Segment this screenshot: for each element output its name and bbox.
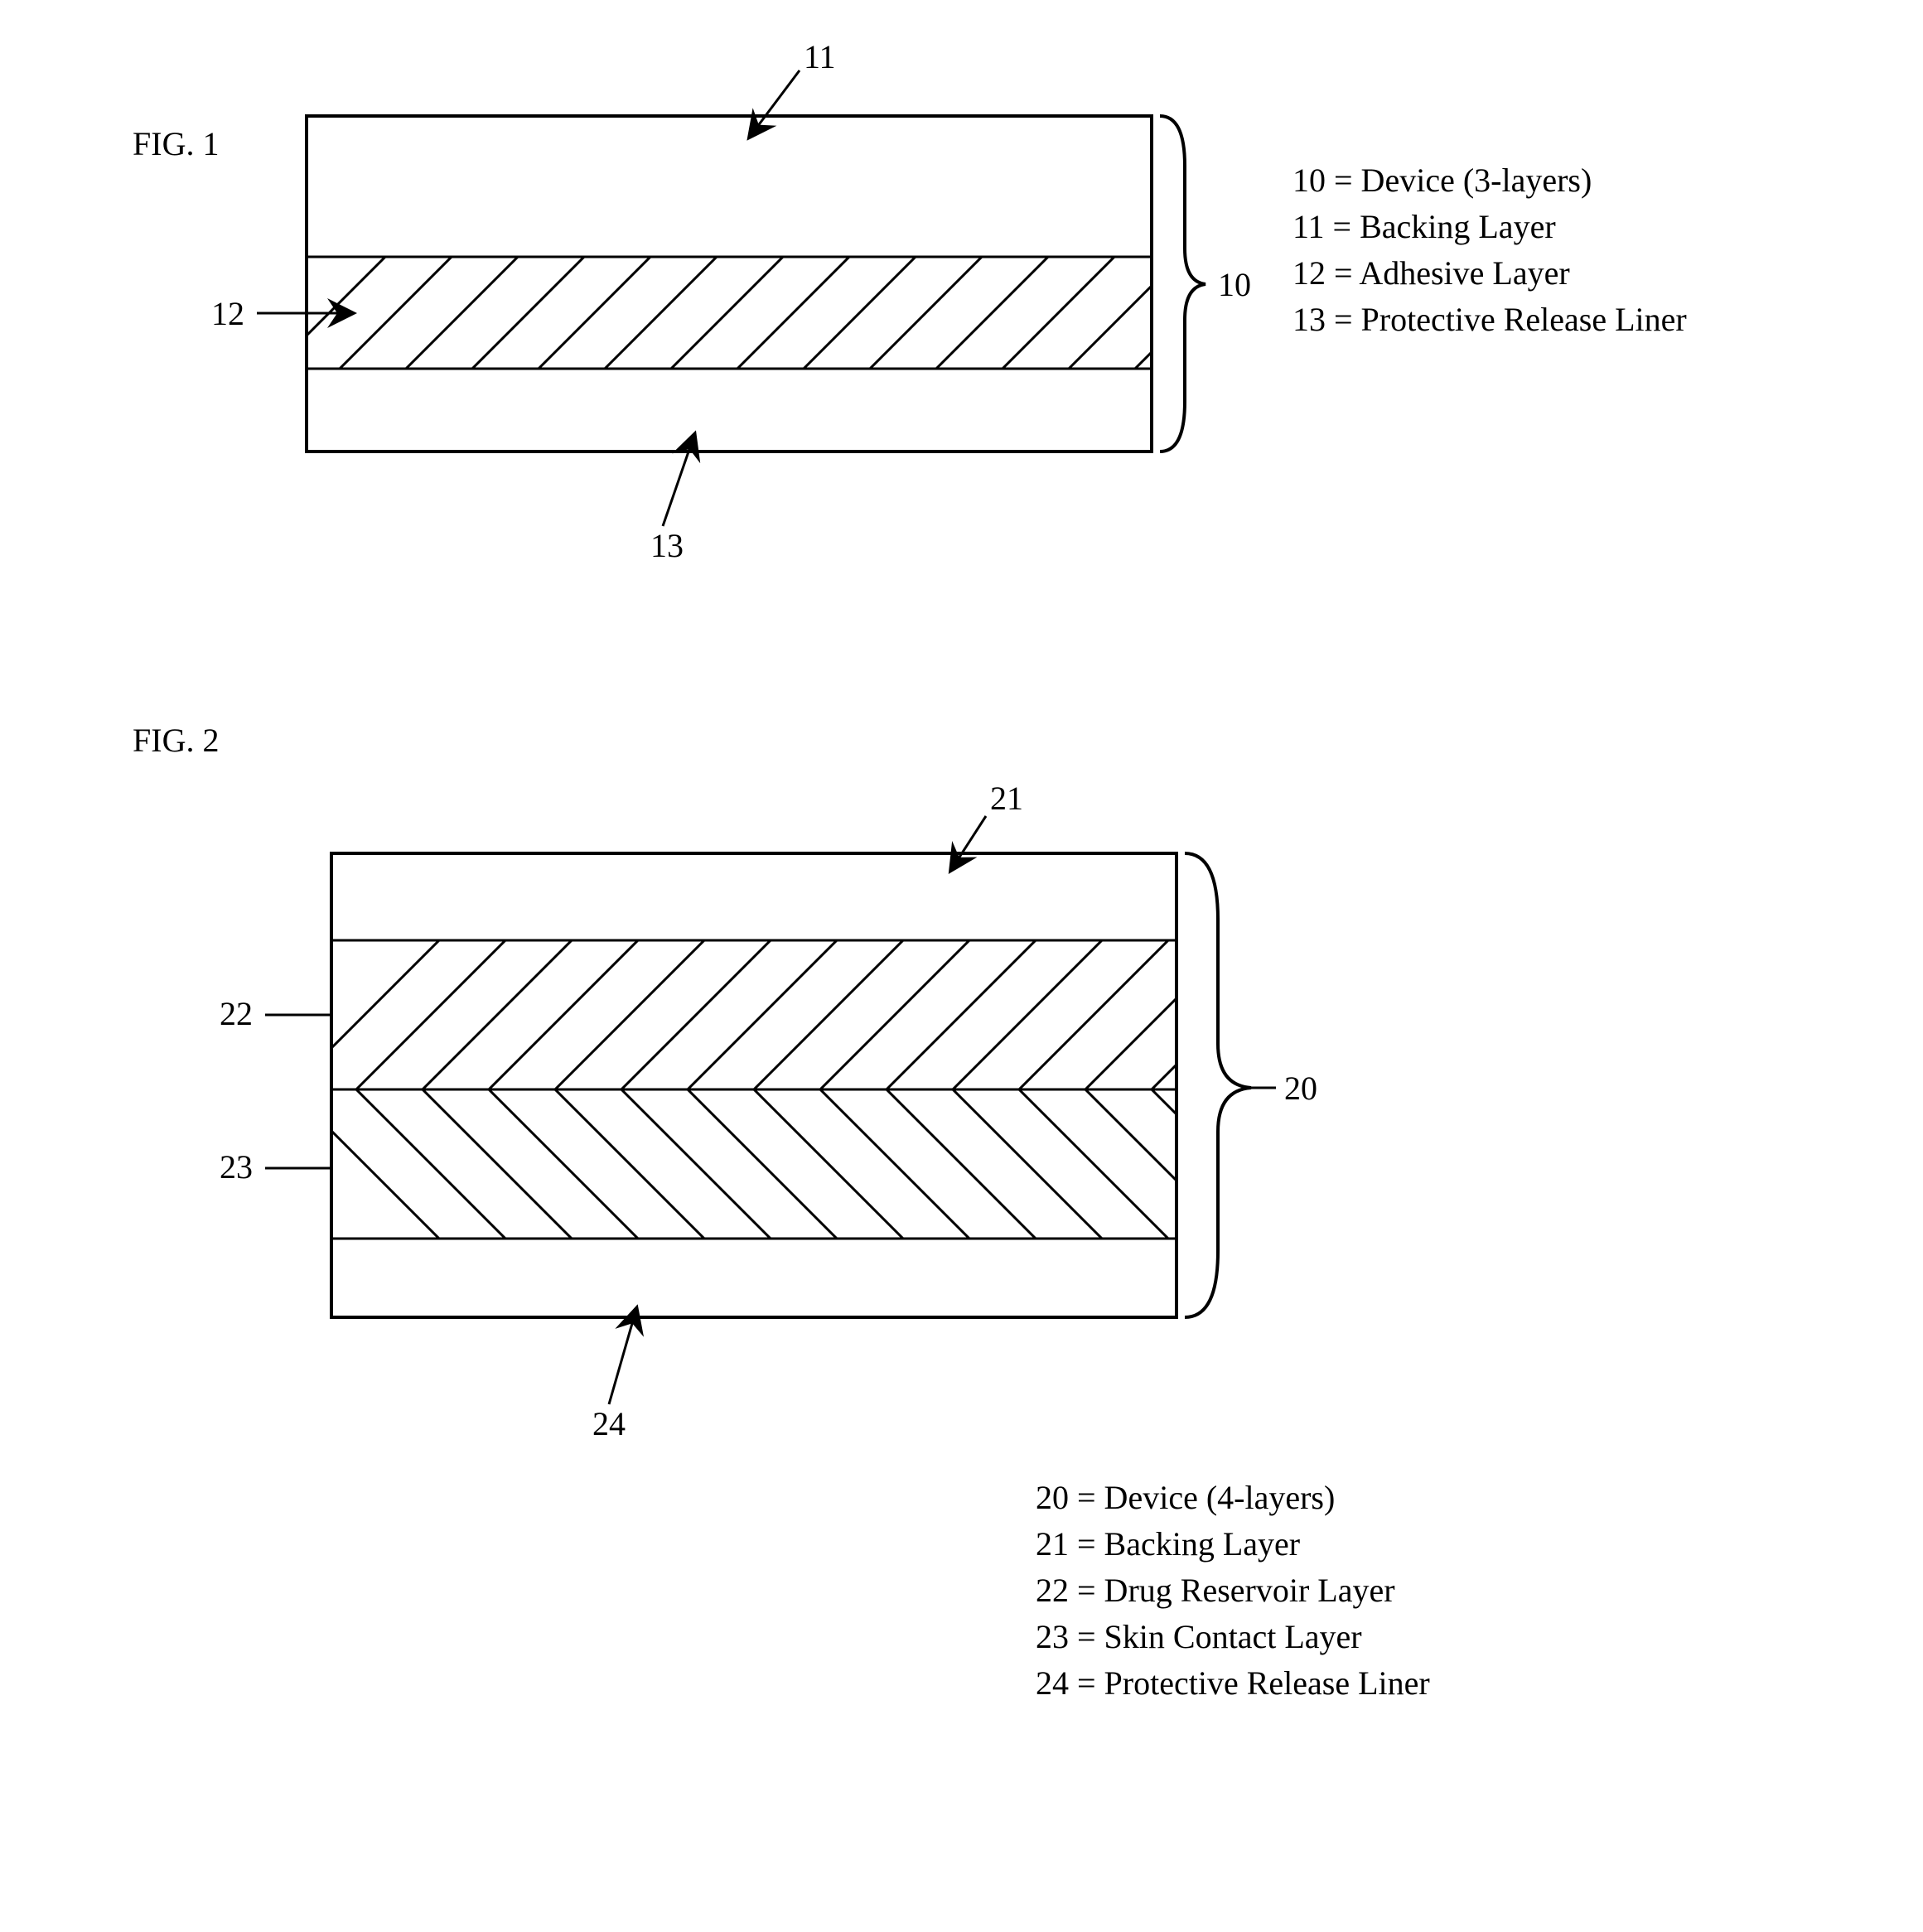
fig1-arrow-13: [663, 435, 694, 526]
fig2-legend-4: 24 = Protective Release Liner: [1036, 1660, 1430, 1707]
fig2-brace: [1185, 853, 1251, 1317]
fig2-callout-23: 23: [220, 1147, 253, 1186]
fig1-legend-2: 12 = Adhesive Layer: [1292, 250, 1687, 297]
fig2-legend-0: 20 = Device (4-layers): [1036, 1475, 1430, 1521]
fig2-arrow-24: [609, 1309, 636, 1404]
fig2-callout-20: 20: [1284, 1069, 1317, 1108]
fig1-diagram: [166, 33, 1243, 613]
fig2-arrow-21: [951, 816, 986, 870]
fig1-callout-12: 12: [211, 294, 244, 333]
fig2-device-rect: [331, 853, 1177, 1317]
fig1-legend: 10 = Device (3-layers) 11 = Backing Laye…: [1292, 157, 1687, 343]
fig2-callout-24: 24: [592, 1404, 626, 1443]
fig1-legend-1: 11 = Backing Layer: [1292, 204, 1687, 250]
fig1-device-rect: [307, 116, 1152, 452]
fig1-callout-10: 10: [1218, 265, 1251, 304]
fig1-callout-11: 11: [804, 37, 836, 76]
fig2-callout-22: 22: [220, 994, 253, 1033]
fig1-arrow-11: [750, 70, 800, 137]
fig2-reservoir-hatch: [265, 915, 1326, 1114]
fig2-contact-hatch: [265, 1065, 1326, 1263]
fig2-diagram: [166, 762, 1367, 1475]
fig2-legend: 20 = Device (4-layers) 21 = Backing Laye…: [1036, 1475, 1430, 1707]
fig1-brace: [1160, 116, 1205, 452]
fig2-callout-21: 21: [990, 779, 1023, 818]
fig2-legend-2: 22 = Drug Reservoir Layer: [1036, 1567, 1430, 1614]
fig1-legend-3: 13 = Protective Release Liner: [1292, 297, 1687, 343]
fig2-label: FIG. 2: [133, 721, 219, 760]
fig1-legend-0: 10 = Device (3-layers): [1292, 157, 1687, 204]
fig1-callout-13: 13: [650, 526, 684, 565]
fig2-legend-3: 23 = Skin Contact Layer: [1036, 1614, 1430, 1660]
fig2-legend-1: 21 = Backing Layer: [1036, 1521, 1430, 1567]
